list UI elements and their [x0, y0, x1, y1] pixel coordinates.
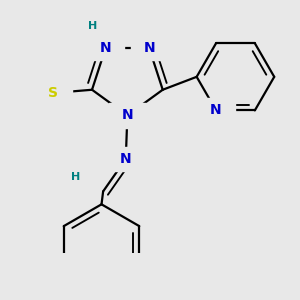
Bar: [87, 36, 124, 60]
Text: H: H: [88, 21, 97, 31]
Text: S: S: [48, 86, 58, 100]
Text: N: N: [210, 103, 222, 117]
Bar: [130, 36, 168, 60]
Bar: [109, 103, 146, 128]
Bar: [35, 81, 72, 105]
Bar: [197, 98, 235, 122]
Text: H: H: [71, 172, 80, 182]
Bar: [107, 147, 144, 171]
Text: N: N: [100, 41, 111, 55]
Text: N: N: [122, 108, 133, 122]
Text: N: N: [120, 152, 132, 166]
Text: N: N: [143, 41, 155, 55]
